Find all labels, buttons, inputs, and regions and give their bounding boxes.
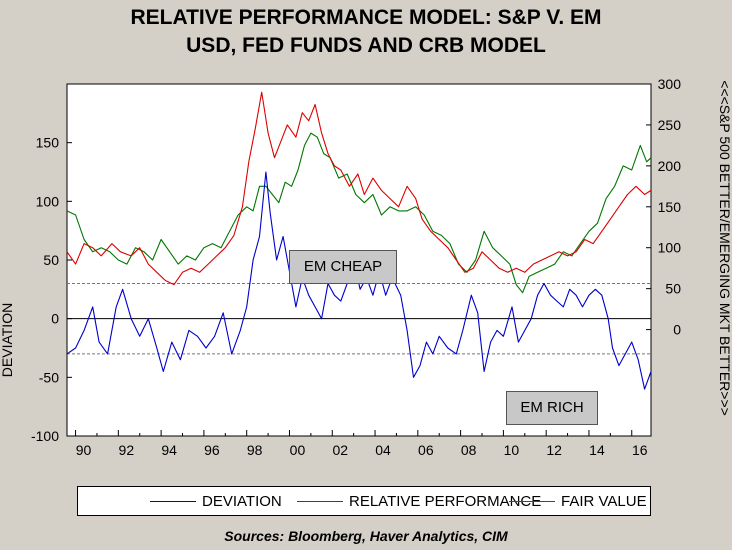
x-tick-label: 06 [418,442,434,458]
x-tick-label: 92 [119,442,135,458]
x-tick-label: 02 [332,442,348,458]
legend-label-fair: FAIR VALUE [561,493,647,510]
x-tick-label: 12 [546,442,562,458]
relative-performance-line [66,91,652,286]
right-tick-label: 300 [658,76,682,92]
x-tick-label: 00 [290,442,306,458]
series-lines [66,91,652,390]
x-tick-label: 04 [375,442,391,458]
legend-swatch-fair [509,501,555,502]
left-tick-label: 150 [36,135,60,151]
x-axis-ticks: 90 92 94 96 98 00 02 04 06 08 10 12 14 16 [75,430,648,458]
right-tick-label: 50 [665,281,681,297]
right-tick-label: 150 [658,199,682,215]
left-tick-label: 0 [51,311,59,327]
x-tick-label: 14 [589,442,605,458]
x-tick-label: 90 [76,442,92,458]
em-cheap-annotation: EM CHEAP [289,250,397,284]
legend-swatch-relative [297,501,343,502]
right-tick-label: 100 [658,240,682,256]
left-tick-label: -50 [39,369,59,385]
chart-title-line2: USD, FED FUNDS AND CRB MODEL [186,34,546,57]
right-tick-label: 250 [658,117,682,133]
fair-value-line [66,132,652,294]
left-tick-label: 100 [36,193,60,209]
x-tick-label: 94 [161,442,177,458]
source-note: Sources: Bloomberg, Haver Analytics, CIM [224,528,508,544]
legend-swatch-deviation [150,501,196,502]
chart-title-line1: RELATIVE PERFORMANCE MODEL: S&P V. EM [130,6,602,29]
right-tick-label: 0 [673,322,681,338]
deviation-line [66,171,652,390]
left-tick-label: 50 [43,252,59,268]
x-tick-label: 98 [247,442,263,458]
x-tick-label: 08 [461,442,477,458]
left-axis-label: DEVIATION [0,302,15,378]
left-tick-label: -100 [31,428,59,444]
em-rich-annotation: EM RICH [506,391,598,425]
legend-label-deviation: DEVIATION [202,493,282,510]
right-axis-label: <<<S&P 500 BETTER/EMERGING MKT BETTER>>> [717,80,732,416]
x-tick-label: 10 [504,442,520,458]
legend: DEVIATION RELATIVE PERFORMANCE FAIR VALU… [77,486,651,516]
right-axis-ticks: 300 250 200 150 100 50 0 [646,76,681,338]
x-tick-label: 16 [632,442,648,458]
x-tick-label: 96 [204,442,220,458]
legend-label-relative: RELATIVE PERFORMANCE [349,493,542,510]
left-axis-ticks: 150 100 50 0 -50 -100 [31,135,72,444]
right-tick-label: 200 [658,158,682,174]
